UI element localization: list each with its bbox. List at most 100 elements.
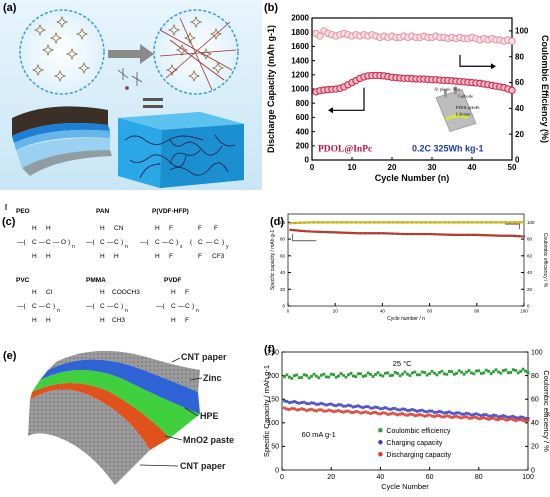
data-point <box>509 417 513 421</box>
pan-structure: —(H CN C — C) n H H <box>86 225 128 260</box>
data-point <box>361 410 365 415</box>
data-point <box>415 221 418 224</box>
monomer-molecules <box>31 15 91 83</box>
arrow-icon <box>108 44 154 64</box>
data-point <box>521 418 525 423</box>
chart-d: 0 20 40 60 80 100020406080100020406080100Cycl… <box>270 213 548 322</box>
data-point <box>499 371 503 375</box>
data-point <box>321 221 325 224</box>
data-point <box>415 409 419 413</box>
data-point <box>459 412 464 416</box>
x-tick-label: 80 <box>475 474 483 481</box>
data-point <box>511 414 515 418</box>
data-point <box>511 418 515 422</box>
data-point <box>410 232 414 236</box>
monomer-star <box>41 43 55 57</box>
data-point <box>433 371 436 375</box>
data-point <box>429 221 432 224</box>
svg-text:F: F <box>185 317 189 324</box>
data-point <box>430 414 434 418</box>
data-point <box>504 221 507 224</box>
data-point <box>405 221 409 224</box>
hpe-layer <box>32 370 200 438</box>
data-point <box>368 232 371 235</box>
data-point <box>282 399 287 403</box>
x-tick-label: 20 <box>388 163 397 172</box>
svg-text:): ) <box>192 303 194 310</box>
x-axis-label: Cycle Number (n) <box>375 173 450 183</box>
data-point <box>391 221 395 224</box>
data-point <box>334 409 338 413</box>
data-point <box>522 235 526 238</box>
data-point <box>287 401 291 405</box>
data-point <box>435 410 439 414</box>
x-tick-label: 60 <box>426 474 434 481</box>
data-point <box>447 370 451 373</box>
data-point <box>423 414 427 418</box>
data-point <box>418 373 422 377</box>
data-point <box>356 372 360 376</box>
pvdf-hfp-label: P(VDF-HFP) <box>152 208 189 215</box>
y-tick-label-left: 1000 <box>291 85 309 94</box>
data-point <box>405 232 409 236</box>
monomer-star <box>53 69 67 83</box>
data-point <box>418 408 422 413</box>
data-point <box>403 407 407 411</box>
data-point <box>442 411 446 415</box>
data-point <box>383 411 387 415</box>
svg-text:Cl: Cl <box>46 289 53 296</box>
data-point <box>282 406 287 410</box>
data-point <box>307 230 311 233</box>
data-point <box>521 415 525 419</box>
data-point <box>485 221 488 224</box>
data-point <box>332 410 336 414</box>
y-tick-label-right: 100 <box>527 220 535 225</box>
data-point <box>492 370 495 374</box>
data-point <box>415 373 419 377</box>
svg-text:—(: —( <box>156 303 166 310</box>
data-point <box>287 375 291 379</box>
polymer-star <box>187 69 201 83</box>
data-point <box>344 404 348 408</box>
data-point <box>391 411 395 415</box>
data-point <box>302 407 306 412</box>
svg-text:C: C <box>46 239 51 246</box>
tab-icon <box>454 86 457 95</box>
right-axis-arrow <box>459 54 492 67</box>
data-point <box>347 373 350 377</box>
panel-e: CNT paper Zinc HPE MnO2 paste CNT paper … <box>0 340 262 497</box>
data-point <box>415 413 419 418</box>
data-point <box>423 371 427 374</box>
data-point <box>344 375 348 379</box>
data-point <box>514 416 518 420</box>
data-point <box>499 221 502 224</box>
data-point <box>386 407 390 411</box>
data-point <box>471 221 474 224</box>
data-point <box>425 413 429 418</box>
data-point <box>317 230 320 234</box>
data-point <box>467 412 471 416</box>
data-point <box>485 234 488 237</box>
chart-b: 0 10 20 30 40 5002004006008001000120014001600… <box>266 14 550 183</box>
data-point <box>471 233 474 237</box>
data-point <box>403 413 407 417</box>
pmma-structure: —(H COOCH3 C — C) n H CH3 <box>86 289 140 324</box>
y-tick-label-left: 150 <box>267 397 279 404</box>
mno2-layer <box>30 383 170 450</box>
data-point <box>297 401 301 405</box>
data-point <box>504 368 508 372</box>
data-point <box>387 232 390 235</box>
data-point <box>484 413 488 417</box>
data-point <box>482 413 486 417</box>
data-point <box>331 231 334 234</box>
data-point <box>340 221 343 224</box>
panel-label-a: (a) <box>3 2 17 14</box>
svg-text:H: H <box>46 225 51 232</box>
data-point <box>292 407 296 411</box>
y-tick-label-right: 80 <box>527 237 533 242</box>
data-point <box>494 417 498 421</box>
data-point <box>482 415 486 420</box>
data-point <box>465 370 468 374</box>
